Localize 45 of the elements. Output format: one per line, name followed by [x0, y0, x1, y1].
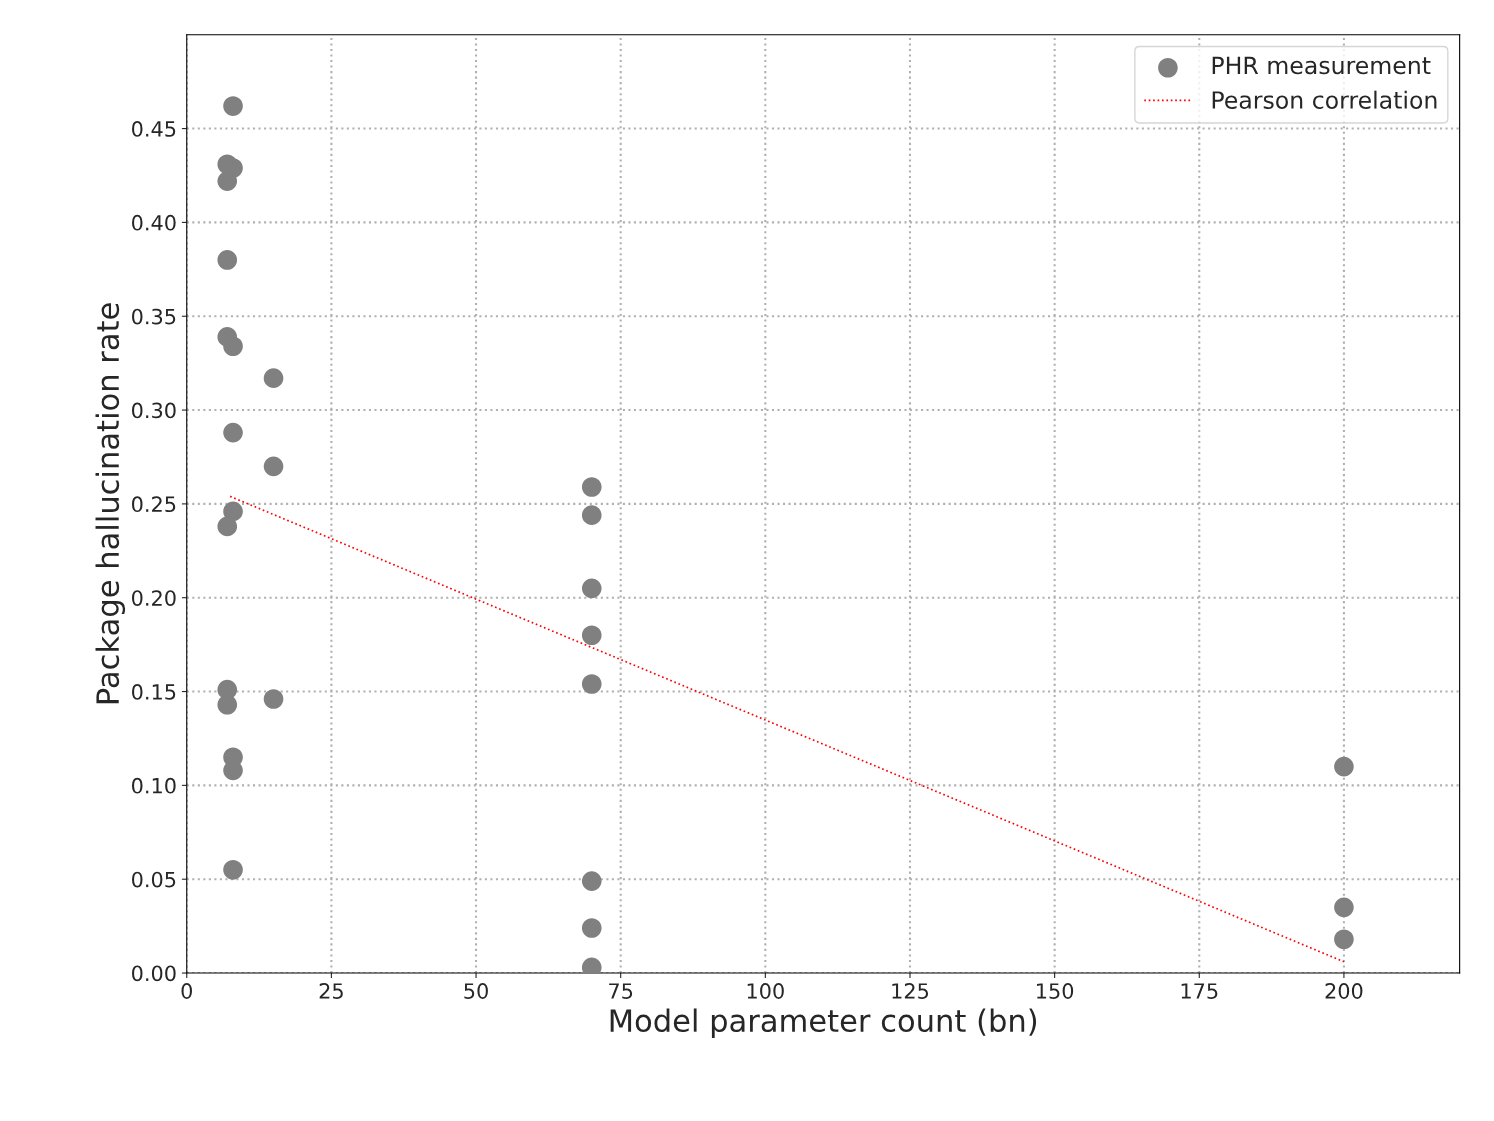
- x-tick-label: 25: [319, 983, 343, 999]
- x-tick-label: 175: [1181, 983, 1218, 999]
- y-tick-label: 0.35: [132, 308, 176, 325]
- point: [263, 689, 284, 709]
- x-tick-label: 125: [892, 983, 929, 999]
- y-tick-label: 0.15: [132, 684, 176, 700]
- point: [223, 422, 243, 443]
- point: [223, 860, 243, 880]
- point: [217, 516, 238, 537]
- point: [217, 171, 238, 191]
- y-tick-label: 0.25: [132, 496, 176, 513]
- point: [217, 694, 238, 715]
- x-tick-label: 100: [747, 983, 784, 999]
- point: [263, 456, 284, 477]
- point: [223, 96, 243, 116]
- point: [581, 477, 602, 497]
- x-tick-label: 0: [181, 983, 192, 999]
- y-tick-label: 0.30: [132, 402, 176, 419]
- y-tick-label: 0.10: [132, 777, 176, 794]
- legend-label: PHR measurement: [1212, 56, 1431, 75]
- point: [581, 625, 602, 646]
- legend-label: Pearson correlation: [1212, 90, 1437, 109]
- y-tick-label: 0.40: [132, 214, 176, 231]
- x-tick-label: 50: [464, 983, 488, 999]
- point: [217, 250, 238, 270]
- point: [581, 674, 602, 694]
- y-axis-title: Package hallucination rate: [95, 303, 126, 704]
- point: [263, 368, 284, 388]
- point: [1334, 756, 1354, 777]
- point: [581, 578, 602, 599]
- point: [1334, 897, 1354, 918]
- point: [223, 336, 243, 357]
- x-axis-title: Model parameter count (bn): [610, 1008, 1037, 1039]
- point: [1334, 929, 1354, 950]
- point: [581, 918, 602, 938]
- y-tick-label: 0.00: [132, 965, 176, 982]
- y-tick-label: 0.45: [132, 121, 176, 137]
- x-tick-label: 75: [609, 983, 633, 999]
- point: [223, 501, 243, 522]
- y-tick-label: 0.20: [132, 590, 176, 606]
- point: [581, 871, 602, 891]
- point: [581, 505, 602, 525]
- x-tick-label: 150: [1037, 983, 1074, 999]
- x-tick-label: 200: [1325, 983, 1363, 999]
- y-tick-label: 0.05: [132, 871, 176, 888]
